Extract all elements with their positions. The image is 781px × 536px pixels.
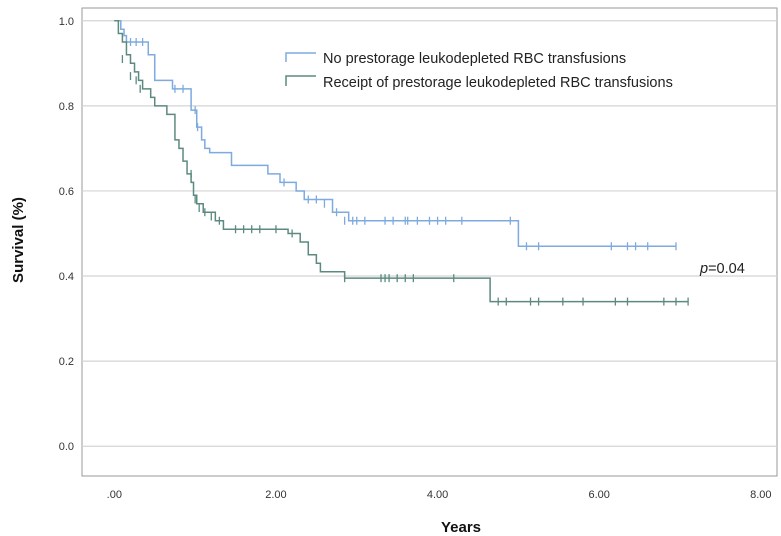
p-value-annotation: p=0.04	[699, 261, 745, 277]
y-tick-label-5: 1.0	[59, 16, 74, 28]
survival-curve-0	[114, 20, 676, 248]
x-tick-label-0: .00	[107, 489, 122, 501]
p-value-text: =0.04	[708, 261, 745, 277]
legend-swatch-receipt-leukodepleted	[285, 75, 316, 86]
legend-label-no-leukodepleted: No prestorage leukodepleted RBC transfus…	[323, 51, 626, 67]
x-axis-title: Years	[441, 519, 481, 536]
grid-lines	[82, 20, 777, 447]
p-value-symbol: p	[699, 261, 708, 277]
x-tick-label-3: 6.00	[588, 489, 609, 501]
survival-curve-1	[114, 20, 689, 303]
x-tick-label-2: 4.00	[427, 489, 448, 501]
legend-swatch-no-leukodepleted	[285, 52, 316, 62]
y-tick-label-2: 0.4	[59, 271, 74, 283]
legend: No prestorage leukodepleted RBC transfus…	[285, 51, 673, 91]
y-tick-label-3: 0.6	[59, 186, 74, 198]
x-tick-label-4: 8.00	[750, 489, 771, 501]
y-tick-label-1: 0.2	[59, 356, 74, 368]
y-tick-label-4: 0.8	[59, 101, 74, 113]
tick-labels: 0.0 0.2 0.4 0.6 0.8 1.0 .00 2.00 4.00 6.00 8.00	[59, 16, 772, 501]
plot-frame	[81, 7, 778, 477]
legend-label-receipt-leukodepleted: Receipt of prestorage leukodepleted RBC …	[323, 75, 673, 91]
series-layer	[114, 20, 689, 306]
y-axis-title: Survival (%)	[10, 197, 27, 283]
y-tick-label-0: 0.0	[59, 441, 74, 453]
x-tick-label-1: 2.00	[265, 489, 286, 501]
